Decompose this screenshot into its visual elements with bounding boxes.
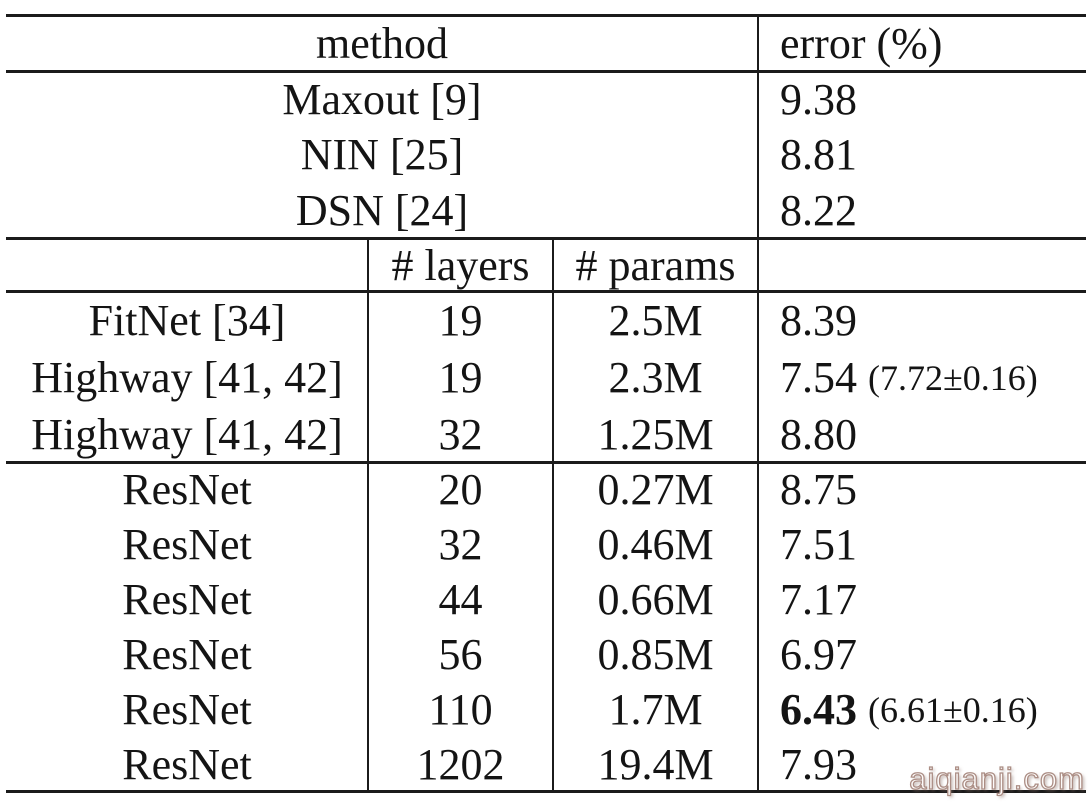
table-row: ResNet 20 0.27M 8.75 — [6, 463, 1086, 518]
cell-params: 2.3M — [608, 352, 703, 402]
cell-error: 7.17 — [758, 573, 1086, 628]
table-rule-below-highway-section — [6, 461, 1086, 464]
cell-error: 9.38 — [758, 72, 1086, 128]
cell-error: 6.97 — [758, 628, 1086, 683]
cell-layers: 19 — [438, 352, 483, 402]
table-row: ResNet 1202 19.4M 7.93 — [6, 737, 1086, 792]
table-divider-error-column — [757, 14, 759, 793]
cell-layers: 32 — [438, 409, 483, 459]
table-rule-below-subheader — [6, 290, 1086, 293]
table-subheader-row: # layers # params — [6, 239, 1086, 292]
cell-method: Maxout [9] — [282, 74, 482, 124]
cell-error: 8.75 — [758, 463, 1086, 518]
error-value: 8.39 — [780, 295, 857, 345]
error-value: 6.43 — [780, 684, 857, 734]
cell-params: 2.5M — [608, 295, 703, 345]
table-row: DSN [24] 8.22 — [6, 183, 1086, 239]
cell-error: 8.22 — [758, 183, 1086, 239]
cell-method: ResNet — [122, 575, 252, 625]
error-value: 8.22 — [780, 186, 857, 236]
error-value: 8.80 — [780, 409, 857, 459]
table-row: ResNet 32 0.46M 7.51 — [6, 518, 1086, 573]
subheader-layers: # layers — [391, 240, 530, 290]
error-value: 7.51 — [780, 520, 857, 570]
cell-params: 0.85M — [597, 629, 714, 679]
cell-layers: 32 — [438, 520, 483, 570]
watermark: aiqianji.com — [909, 760, 1085, 796]
cell-method: ResNet — [122, 520, 252, 570]
error-stddev-note: (6.61±0.16) — [868, 689, 1038, 730]
cell-params: 1.7M — [608, 684, 703, 734]
cell-method: Highway [41, 42] — [31, 409, 343, 459]
table-row: Highway [41, 42] 32 1.25M 8.80 — [6, 406, 1086, 463]
cell-layers: 110 — [428, 684, 493, 734]
header-error: error (%) — [758, 15, 1086, 72]
error-value: 8.75 — [780, 465, 857, 515]
table-row: Maxout [9] 9.38 — [6, 72, 1086, 128]
cell-error: 8.39 — [758, 292, 1086, 349]
error-value: 7.54 — [780, 352, 857, 402]
cell-layers: 20 — [438, 465, 483, 515]
table-divider-layers-column — [367, 237, 369, 793]
table-rule-below-dsn-section — [6, 237, 1086, 240]
table-row: ResNet 110 1.7M 6.43 (6.61±0.16) — [6, 682, 1086, 737]
header-method: method — [316, 18, 448, 68]
table-row: FitNet [34] 19 2.5M 8.39 — [6, 292, 1086, 349]
cell-method: ResNet — [122, 629, 252, 679]
cell-params: 0.27M — [597, 465, 714, 515]
cell-error: 7.93 — [758, 737, 1086, 792]
cell-layers: 56 — [438, 629, 483, 679]
cell-layers: 44 — [438, 575, 483, 625]
table-rule-top — [6, 14, 1086, 17]
table-row: NIN [25] 8.81 — [6, 128, 1086, 184]
cell-params: 0.66M — [597, 575, 714, 625]
error-value: 7.93 — [780, 739, 857, 789]
cell-method: Highway [41, 42] — [31, 352, 343, 402]
error-stddev-note: (7.72±0.16) — [868, 357, 1038, 398]
cell-layers: 1202 — [416, 739, 505, 789]
subheader-params: # params — [575, 240, 736, 290]
table-rule-bottom — [6, 790, 1086, 793]
cell-params: 0.46M — [597, 520, 714, 570]
table-row: Highway [41, 42] 19 2.3M 7.54 (7.72±0.16) — [6, 349, 1086, 406]
cell-params: 1.25M — [597, 409, 714, 459]
cell-error: 6.43 (6.61±0.16) — [758, 682, 1086, 737]
cell-method: ResNet — [122, 684, 252, 734]
cell-error: 8.80 — [758, 406, 1086, 463]
table-rule-below-header — [6, 70, 1086, 73]
cell-method: DSN [24] — [295, 186, 469, 236]
cell-method: ResNet — [122, 739, 252, 789]
cell-method: NIN [25] — [300, 130, 464, 180]
error-value: 7.17 — [780, 575, 857, 625]
table-header-row: method error (%) — [6, 15, 1086, 72]
results-table: method error (%) Maxout [9] 9.38 NIN [25] 8.8… — [6, 14, 1086, 793]
cell-layers: 19 — [438, 295, 483, 345]
cell-error: 7.51 — [758, 518, 1086, 573]
cell-error: 8.81 — [758, 128, 1086, 184]
cell-error: 7.54 (7.72±0.16) — [758, 349, 1086, 406]
error-value: 8.81 — [780, 130, 857, 180]
error-value: error (%) — [780, 18, 943, 68]
cell-method: FitNet [34] — [88, 295, 286, 345]
table-row: ResNet 44 0.66M 7.17 — [6, 573, 1086, 628]
cell-params: 19.4M — [597, 739, 714, 789]
error-value: 9.38 — [780, 74, 857, 124]
error-value: 6.97 — [780, 629, 857, 679]
table-divider-params-column — [552, 237, 554, 793]
cell-method: ResNet — [122, 465, 252, 515]
table-row: ResNet 56 0.85M 6.97 — [6, 628, 1086, 683]
